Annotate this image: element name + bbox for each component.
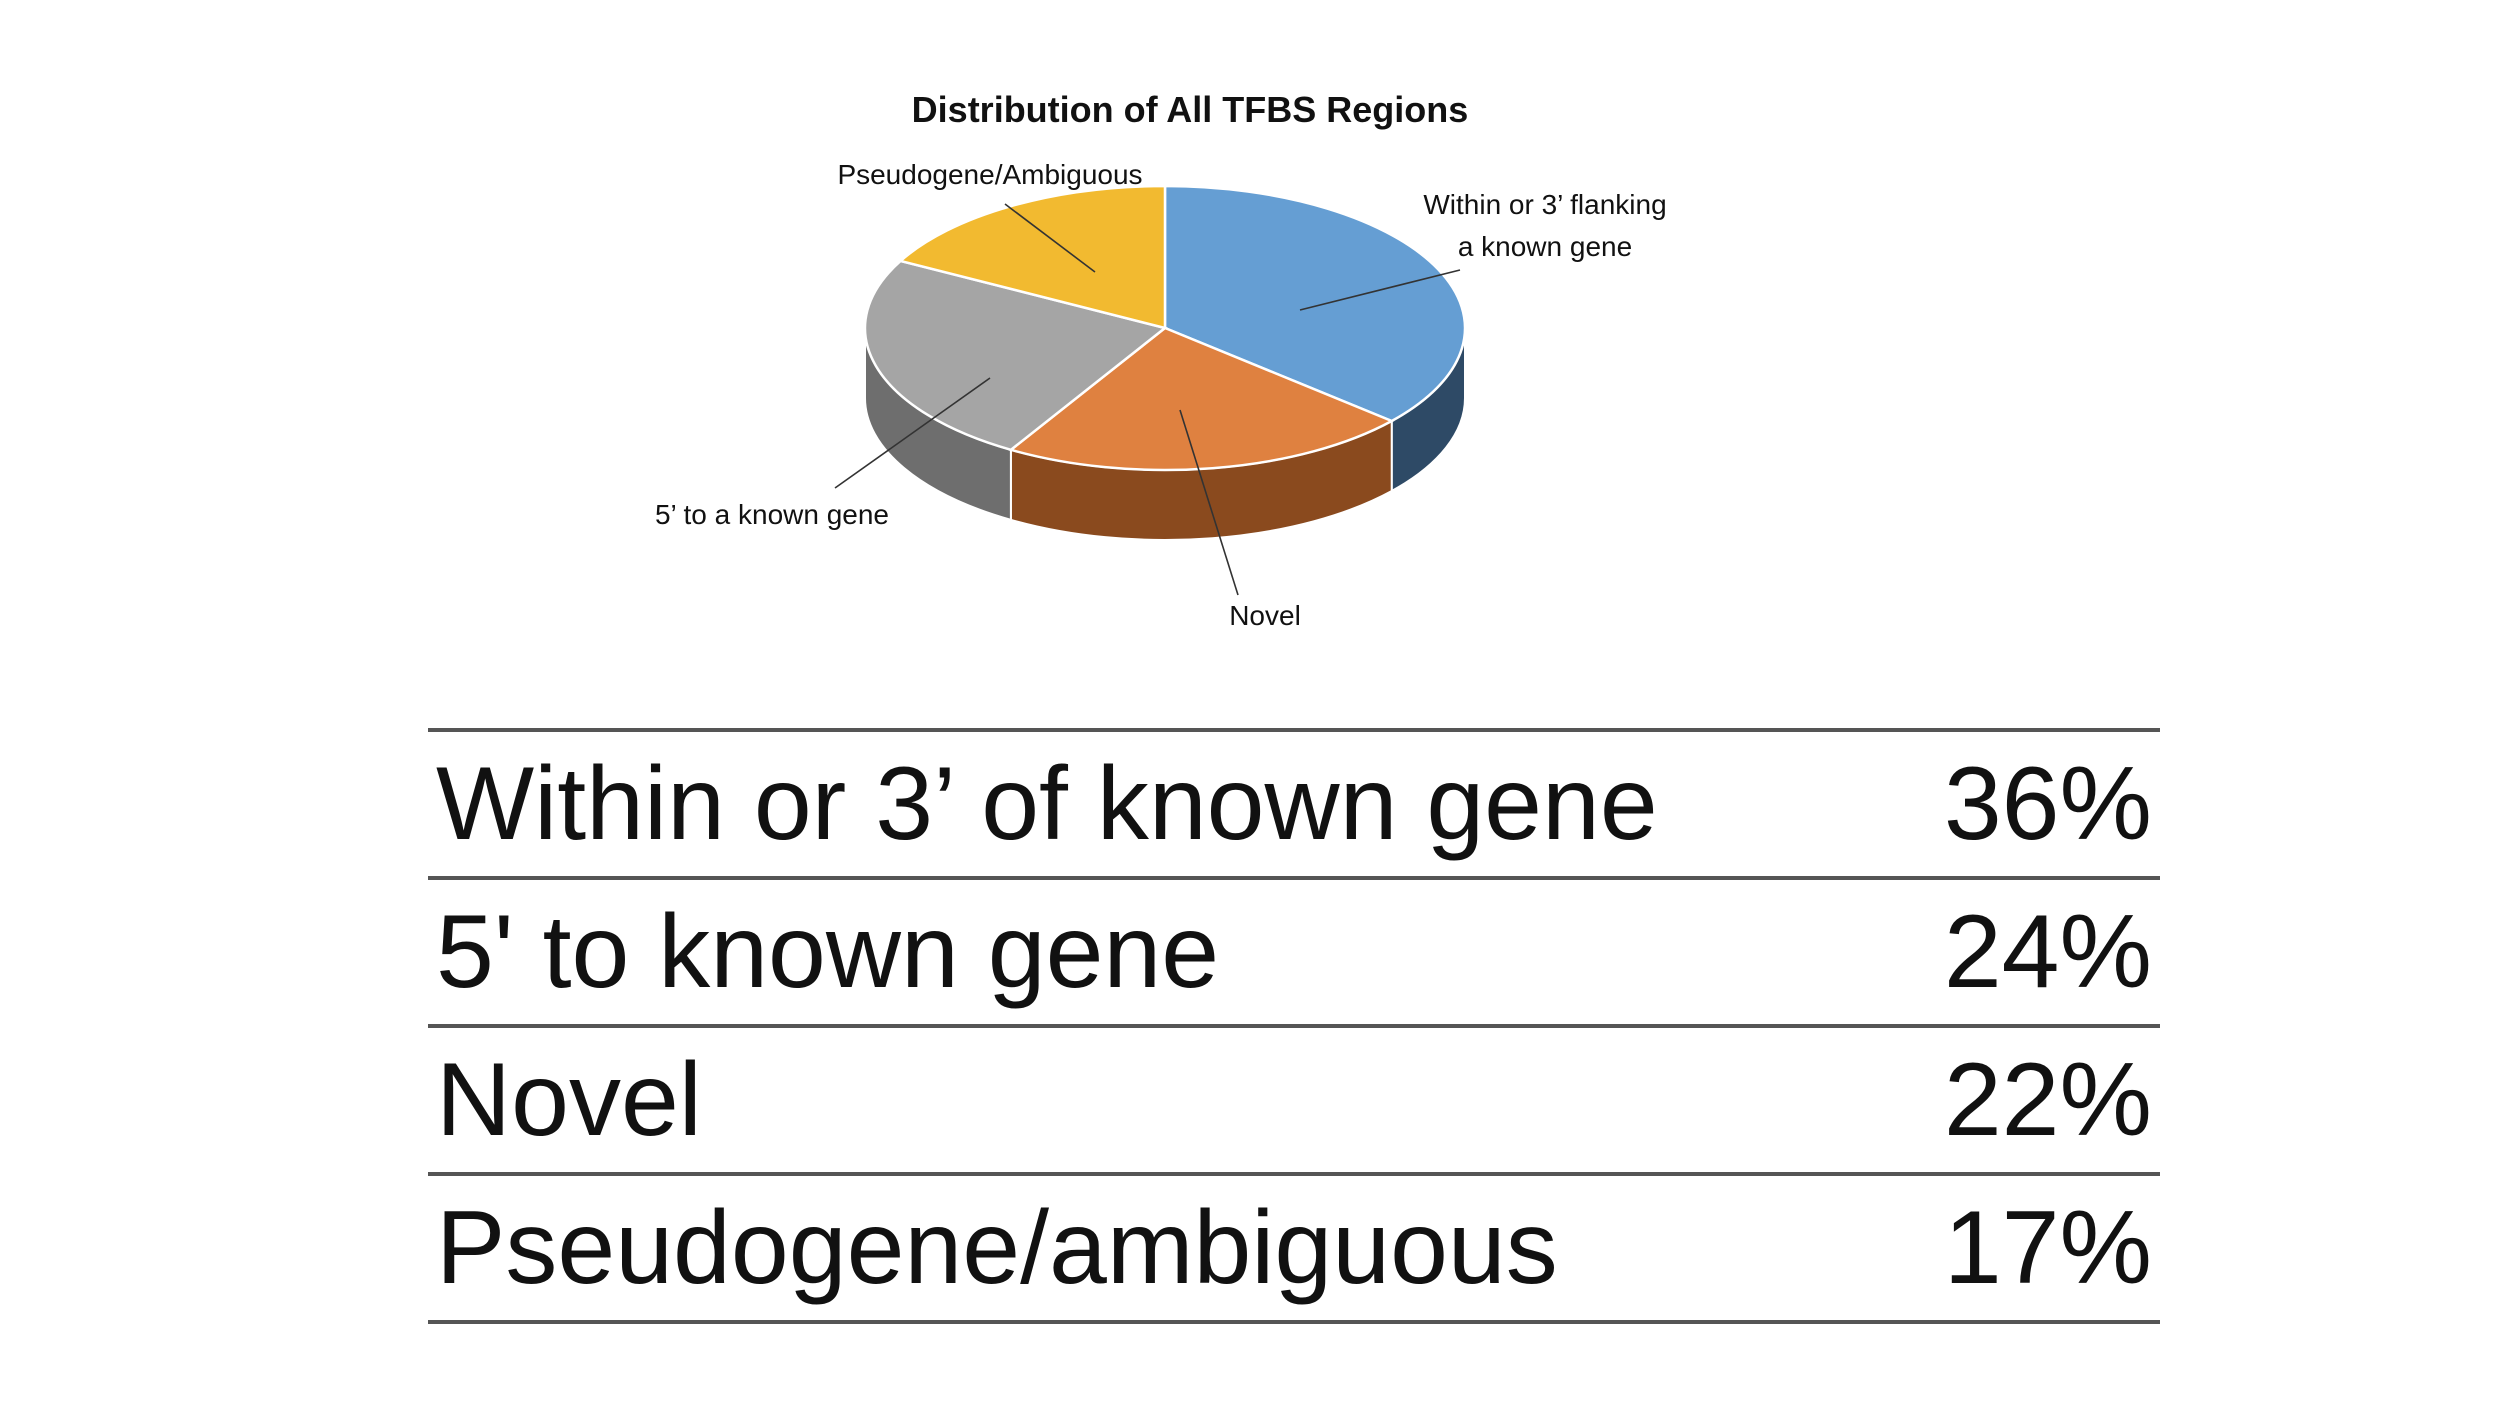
slice-label: Pseudogene/Ambiguous [837,159,1142,190]
pie-tops [863,184,1467,472]
pie-slice [897,184,1167,330]
percent-cell: 17% [1894,1174,2160,1324]
table-row: Pseudogene/ambiguous 17% [428,1174,2160,1324]
category-cell: 5' to known gene [428,878,1895,1028]
leader-line [834,377,991,489]
category-cell: Pseudogene/ambiguous [428,1174,1895,1324]
slice-label: Within or 3’ flanking [1423,189,1666,220]
leader-line [1299,269,1461,311]
table-row: Novel 22% [428,1026,2160,1176]
leader-line [1004,203,1096,273]
slice-label: Novel [1229,600,1301,631]
leader-line [1179,409,1239,596]
slice-label: a known gene [1458,231,1632,262]
table-row: Within or 3’ of known gene 36% [428,728,2160,880]
percent-cell: 22% [1894,1026,2160,1176]
category-cell: Novel [428,1026,1895,1176]
pie-slice [863,259,1168,452]
pie-slice [1163,184,1467,423]
percent-cell: 36% [1894,728,2160,880]
pie-leaders [834,203,1461,596]
summary-table: Within or 3’ of known gene 36% 5' to kno… [428,728,2160,1324]
pie-slice [1008,326,1395,472]
category-cell: Within or 3’ of known gene [428,728,1895,880]
pie-labels: Within or 3’ flanking a known gene Novel 5’… [655,159,1667,631]
percent-cell: 24% [1894,878,2160,1028]
table-row: 5' to known gene 24% [428,878,2160,1028]
slice-label: 5’ to a known gene [655,499,889,530]
chart-title: Distribution of All TFBS Regions [912,89,1469,130]
pie-chart: Distribution of All TFBS Regions Within … [655,89,1667,631]
